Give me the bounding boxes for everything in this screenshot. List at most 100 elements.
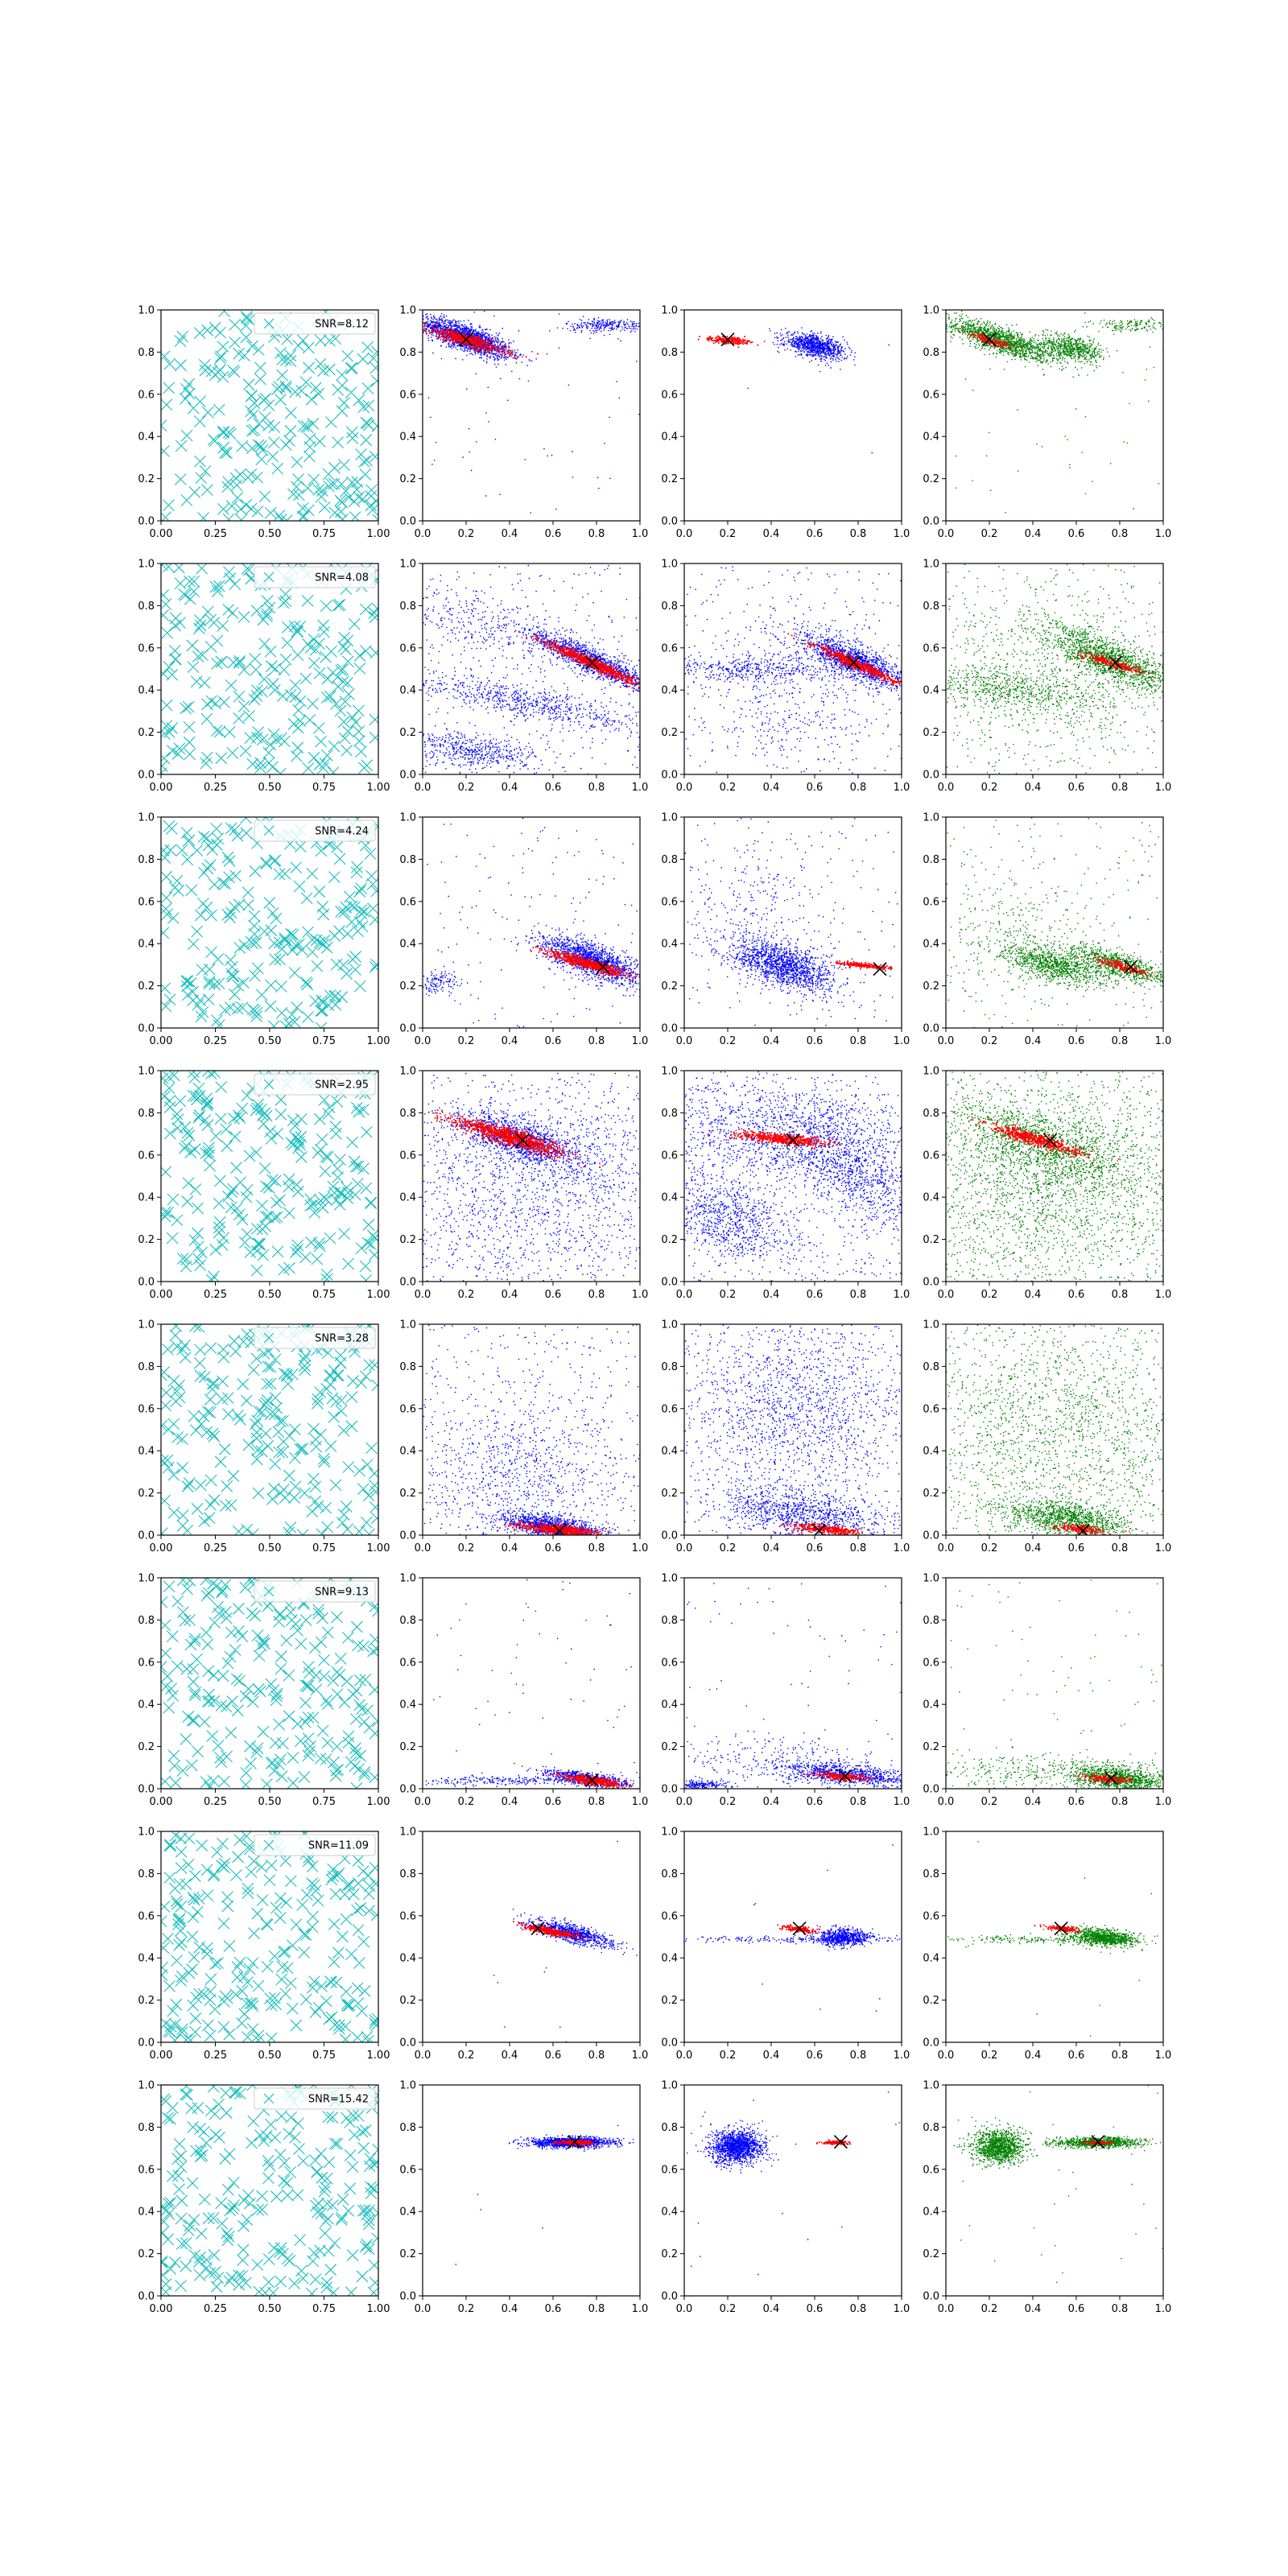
x-tick-label: 0.8 bbox=[588, 528, 605, 540]
y-tick-label: 1.0 bbox=[923, 1827, 939, 1839]
y-tick-label: 0.2 bbox=[923, 1995, 939, 2007]
subplot-r4-c4: 0.0 0.2 0.4 0.6 0.8 1.0 0.0 0.2 0.4 0.6 0.8 1.0 bbox=[923, 1066, 1171, 1302]
y-tick-label: 0.8 bbox=[661, 1361, 678, 1373]
y-tick-label: 0.8 bbox=[399, 2122, 416, 2134]
x-tick-label: 1.00 bbox=[367, 2303, 390, 2315]
x-tick-label: 0.75 bbox=[312, 1035, 336, 1047]
plot-area bbox=[684, 1324, 902, 1535]
plot-area bbox=[455, 2124, 634, 2265]
y-tick-label: 0.8 bbox=[399, 1108, 416, 1120]
y-tick-label: 0.2 bbox=[661, 1234, 678, 1246]
axes-frame bbox=[683, 1070, 902, 1282]
y-tick-label: 1.0 bbox=[661, 1066, 678, 1078]
y-tick-label: 0.2 bbox=[923, 1488, 939, 1500]
axes-frame bbox=[945, 1577, 1164, 1790]
true-location-marker bbox=[1054, 1921, 1068, 1936]
plot-area bbox=[946, 564, 1163, 774]
subplot-r6-c3: 0.0 0.2 0.4 0.6 0.8 1.0 0.0 0.2 0.4 0.6 0.8 1.0 bbox=[661, 1573, 910, 1809]
x-tick-label: 0.8 bbox=[850, 2050, 867, 2062]
x-tick-label: 0.4 bbox=[502, 2050, 518, 2062]
x-tick-label: 0.2 bbox=[720, 1796, 737, 1808]
plot-area bbox=[946, 1071, 1163, 1282]
subplot-r8-c3: 0.0 0.2 0.4 0.6 0.8 1.0 0.0 0.2 0.4 0.6 0.8 1.0 bbox=[661, 2080, 910, 2316]
x-tick-label: 0.6 bbox=[1068, 2303, 1085, 2315]
legend-box bbox=[254, 1834, 376, 1856]
plot-area bbox=[946, 817, 1163, 1028]
y-tick-label: 0.6 bbox=[923, 896, 939, 908]
plot-area bbox=[425, 1579, 640, 1789]
y-tick-label: 1.0 bbox=[661, 812, 678, 824]
y-tick-label: 1.0 bbox=[661, 1319, 678, 1331]
y-tick-label: 0.4 bbox=[138, 431, 155, 444]
plot-area bbox=[423, 311, 640, 521]
plot-area bbox=[161, 1071, 378, 1282]
estimate-samples bbox=[830, 960, 902, 972]
x-tick-label: 0.8 bbox=[588, 2303, 605, 2315]
plot-area bbox=[953, 2085, 1163, 2283]
x-tick-label: 0.0 bbox=[938, 1796, 955, 1808]
legend-label: SNR=9.13 bbox=[315, 1587, 369, 1599]
legend: SNR=4.08 bbox=[254, 566, 376, 588]
x-tick-label: 0.2 bbox=[458, 1796, 475, 1808]
plot-area bbox=[161, 1831, 378, 2042]
legend: SNR=11.09 bbox=[254, 1834, 376, 1856]
x-tick-label: 0.6 bbox=[1068, 1796, 1085, 1808]
x-tick-label: 0.0 bbox=[415, 528, 431, 540]
legend-label: SNR=15.42 bbox=[308, 2094, 369, 2106]
y-tick-label: 0.4 bbox=[661, 1446, 678, 1458]
x-tick-label: 1.0 bbox=[1155, 2303, 1172, 2315]
estimate-samples bbox=[779, 623, 902, 687]
y-tick-label: 0.6 bbox=[138, 1403, 155, 1415]
estimate-samples bbox=[1034, 1924, 1081, 1934]
x-tick-label: 0.4 bbox=[763, 1796, 780, 1808]
x-tick-label: 1.0 bbox=[632, 528, 649, 540]
y-tick-label: 0.6 bbox=[923, 642, 939, 654]
x-tick-label: 0.2 bbox=[981, 1796, 998, 1808]
x-tick-label: 0.0 bbox=[415, 1542, 431, 1554]
y-tick-label: 1.0 bbox=[138, 2080, 155, 2092]
legend-x-icon bbox=[263, 1332, 275, 1344]
x-marker-series bbox=[161, 310, 378, 521]
axes-frame bbox=[945, 1070, 1164, 1282]
x-tick-label: 0.0 bbox=[676, 528, 693, 540]
y-tick-label: 0.0 bbox=[923, 2037, 939, 2050]
legend: SNR=9.13 bbox=[254, 1580, 376, 1603]
y-tick-label: 0.6 bbox=[661, 642, 678, 654]
x-tick-label: 0.2 bbox=[720, 1289, 737, 1301]
true-location-marker bbox=[530, 1921, 545, 1936]
y-tick-label: 0.6 bbox=[138, 2164, 155, 2176]
plot-area bbox=[685, 1844, 902, 2012]
true-location-marker bbox=[1108, 655, 1123, 670]
y-tick-label: 0.2 bbox=[399, 980, 416, 993]
x-tick-label: 0.6 bbox=[807, 1542, 824, 1554]
y-tick-label: 0.8 bbox=[661, 1868, 678, 1880]
y-tick-label: 0.6 bbox=[399, 389, 416, 401]
y-tick-label: 0.0 bbox=[661, 516, 678, 528]
legend-x-icon bbox=[263, 825, 275, 836]
x-tick-label: 0.2 bbox=[720, 2050, 737, 2062]
y-tick-label: 0.6 bbox=[138, 389, 155, 401]
axes-frame bbox=[683, 2084, 902, 2297]
y-tick-label: 0.4 bbox=[138, 939, 155, 951]
x-tick-label: 0.25 bbox=[204, 1796, 227, 1808]
legend-box bbox=[254, 566, 376, 588]
x-tick-label: 0.8 bbox=[588, 1796, 605, 1808]
true-location-marker bbox=[1104, 1771, 1118, 1785]
posterior-samples bbox=[953, 2085, 1163, 2283]
y-tick-label: 0.4 bbox=[399, 685, 416, 697]
plot-area bbox=[684, 1071, 902, 1282]
x-tick-label: 1.0 bbox=[632, 1542, 649, 1554]
y-tick-label: 0.6 bbox=[661, 896, 678, 908]
posterior-samples bbox=[747, 327, 890, 454]
x-markers bbox=[161, 817, 378, 1028]
legend-x-icon bbox=[263, 1839, 275, 1851]
y-tick-label: 1.0 bbox=[138, 1827, 155, 1839]
y-tick-label: 0.0 bbox=[923, 770, 939, 782]
x-tick-label: 0.50 bbox=[258, 782, 282, 794]
axes-frame bbox=[422, 1577, 641, 1790]
x-tick-label: 0.25 bbox=[204, 1035, 227, 1047]
y-tick-label: 0.0 bbox=[923, 516, 939, 528]
x-tick-label: 0.2 bbox=[981, 1035, 998, 1047]
y-tick-label: 1.0 bbox=[138, 812, 155, 824]
